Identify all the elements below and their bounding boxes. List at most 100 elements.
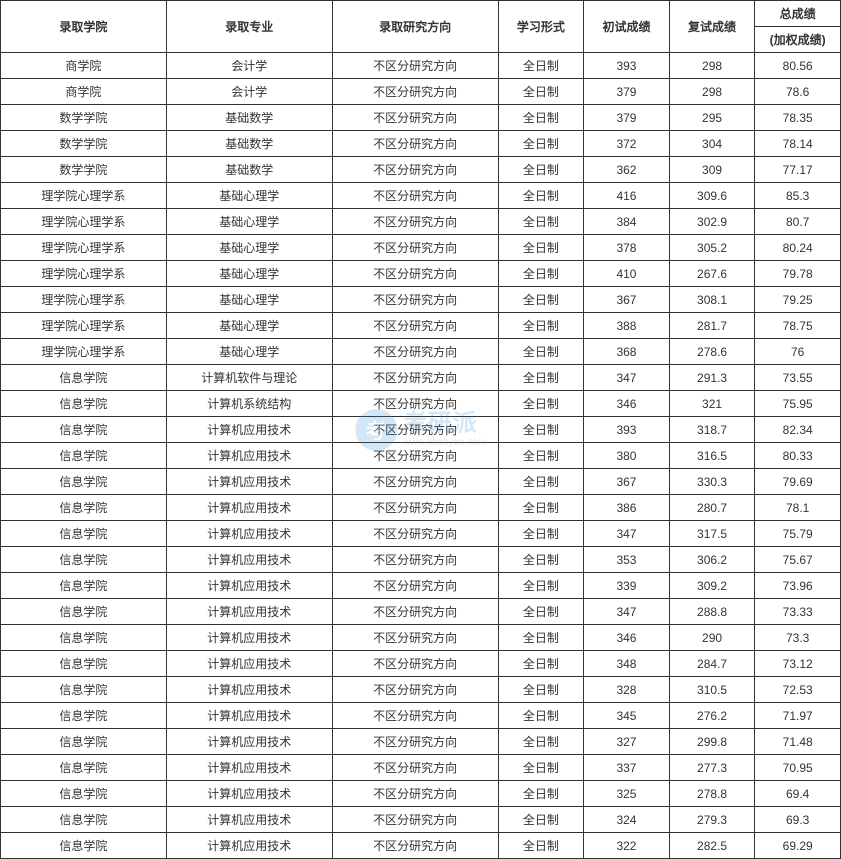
cell-retest: 291.3 bbox=[669, 365, 755, 391]
cell-college: 理学院心理学系 bbox=[1, 209, 167, 235]
cell-total: 69.4 bbox=[755, 781, 841, 807]
cell-prelim: 393 bbox=[584, 53, 670, 79]
cell-total: 72.53 bbox=[755, 677, 841, 703]
cell-total: 75.67 bbox=[755, 547, 841, 573]
cell-college: 数学学院 bbox=[1, 131, 167, 157]
cell-direction: 不区分研究方向 bbox=[332, 547, 498, 573]
header-retest: 复试成绩 bbox=[669, 1, 755, 53]
table-row: 信息学院计算机应用技术不区分研究方向全日制380316.580.33 bbox=[1, 443, 841, 469]
cell-study-type: 全日制 bbox=[498, 313, 584, 339]
cell-total: 73.96 bbox=[755, 573, 841, 599]
table-row: 理学院心理学系基础心理学不区分研究方向全日制410267.679.78 bbox=[1, 261, 841, 287]
cell-prelim: 353 bbox=[584, 547, 670, 573]
cell-college: 信息学院 bbox=[1, 807, 167, 833]
cell-total: 71.97 bbox=[755, 703, 841, 729]
table-row: 信息学院计算机应用技术不区分研究方向全日制345276.271.97 bbox=[1, 703, 841, 729]
cell-college: 理学院心理学系 bbox=[1, 235, 167, 261]
cell-prelim: 345 bbox=[584, 703, 670, 729]
cell-retest: 309.6 bbox=[669, 183, 755, 209]
cell-major: 基础心理学 bbox=[166, 313, 332, 339]
cell-college: 信息学院 bbox=[1, 417, 167, 443]
cell-major: 计算机应用技术 bbox=[166, 807, 332, 833]
table-wrapper: 考 考研派 www.okaoyan.com 录取学院 录取专业 录取研究方向 学… bbox=[0, 0, 841, 859]
cell-direction: 不区分研究方向 bbox=[332, 833, 498, 859]
cell-study-type: 全日制 bbox=[498, 833, 584, 859]
table-row: 信息学院计算机应用技术不区分研究方向全日制327299.871.48 bbox=[1, 729, 841, 755]
cell-study-type: 全日制 bbox=[498, 573, 584, 599]
cell-total: 73.55 bbox=[755, 365, 841, 391]
cell-direction: 不区分研究方向 bbox=[332, 495, 498, 521]
table-row: 信息学院计算机应用技术不区分研究方向全日制367330.379.69 bbox=[1, 469, 841, 495]
cell-prelim: 324 bbox=[584, 807, 670, 833]
cell-major: 计算机应用技术 bbox=[166, 781, 332, 807]
table-row: 理学院心理学系基础心理学不区分研究方向全日制384302.980.7 bbox=[1, 209, 841, 235]
table-row: 理学院心理学系基础心理学不区分研究方向全日制416309.685.3 bbox=[1, 183, 841, 209]
cell-major: 计算机应用技术 bbox=[166, 755, 332, 781]
cell-retest: 281.7 bbox=[669, 313, 755, 339]
cell-study-type: 全日制 bbox=[498, 729, 584, 755]
cell-study-type: 全日制 bbox=[498, 417, 584, 443]
cell-major: 基础心理学 bbox=[166, 209, 332, 235]
table-row: 信息学院计算机软件与理论不区分研究方向全日制347291.373.55 bbox=[1, 365, 841, 391]
cell-direction: 不区分研究方向 bbox=[332, 235, 498, 261]
cell-direction: 不区分研究方向 bbox=[332, 573, 498, 599]
cell-college: 信息学院 bbox=[1, 729, 167, 755]
table-row: 数学学院基础数学不区分研究方向全日制36230977.17 bbox=[1, 157, 841, 183]
cell-total: 78.6 bbox=[755, 79, 841, 105]
header-row-1: 录取学院 录取专业 录取研究方向 学习形式 初试成绩 复试成绩 总成绩 bbox=[1, 1, 841, 27]
cell-major: 基础心理学 bbox=[166, 235, 332, 261]
cell-total: 71.48 bbox=[755, 729, 841, 755]
cell-college: 信息学院 bbox=[1, 391, 167, 417]
cell-study-type: 全日制 bbox=[498, 209, 584, 235]
cell-college: 信息学院 bbox=[1, 599, 167, 625]
cell-retest: 306.2 bbox=[669, 547, 755, 573]
cell-prelim: 378 bbox=[584, 235, 670, 261]
table-row: 信息学院计算机系统结构不区分研究方向全日制34632175.95 bbox=[1, 391, 841, 417]
cell-direction: 不区分研究方向 bbox=[332, 599, 498, 625]
cell-direction: 不区分研究方向 bbox=[332, 677, 498, 703]
cell-major: 基础心理学 bbox=[166, 183, 332, 209]
cell-retest: 304 bbox=[669, 131, 755, 157]
cell-study-type: 全日制 bbox=[498, 807, 584, 833]
cell-direction: 不区分研究方向 bbox=[332, 209, 498, 235]
cell-retest: 295 bbox=[669, 105, 755, 131]
table-row: 商学院会计学不区分研究方向全日制37929878.6 bbox=[1, 79, 841, 105]
cell-major: 计算机应用技术 bbox=[166, 677, 332, 703]
cell-direction: 不区分研究方向 bbox=[332, 781, 498, 807]
cell-major: 基础数学 bbox=[166, 157, 332, 183]
table-row: 信息学院计算机应用技术不区分研究方向全日制339309.273.96 bbox=[1, 573, 841, 599]
cell-study-type: 全日制 bbox=[498, 703, 584, 729]
table-row: 信息学院计算机应用技术不区分研究方向全日制328310.572.53 bbox=[1, 677, 841, 703]
cell-study-type: 全日制 bbox=[498, 287, 584, 313]
cell-study-type: 全日制 bbox=[498, 157, 584, 183]
cell-major: 计算机应用技术 bbox=[166, 521, 332, 547]
cell-study-type: 全日制 bbox=[498, 625, 584, 651]
cell-total: 77.17 bbox=[755, 157, 841, 183]
cell-retest: 267.6 bbox=[669, 261, 755, 287]
cell-prelim: 393 bbox=[584, 417, 670, 443]
cell-college: 信息学院 bbox=[1, 365, 167, 391]
cell-prelim: 325 bbox=[584, 781, 670, 807]
cell-college: 信息学院 bbox=[1, 443, 167, 469]
cell-total: 73.3 bbox=[755, 625, 841, 651]
cell-prelim: 367 bbox=[584, 287, 670, 313]
table-body: 商学院会计学不区分研究方向全日制39329880.56商学院会计学不区分研究方向… bbox=[1, 53, 841, 859]
cell-retest: 298 bbox=[669, 79, 755, 105]
table-row: 理学院心理学系基础心理学不区分研究方向全日制367308.179.25 bbox=[1, 287, 841, 313]
cell-total: 75.95 bbox=[755, 391, 841, 417]
cell-retest: 299.8 bbox=[669, 729, 755, 755]
cell-study-type: 全日制 bbox=[498, 131, 584, 157]
cell-study-type: 全日制 bbox=[498, 365, 584, 391]
table-row: 数学学院基础数学不区分研究方向全日制37929578.35 bbox=[1, 105, 841, 131]
cell-direction: 不区分研究方向 bbox=[332, 105, 498, 131]
header-college: 录取学院 bbox=[1, 1, 167, 53]
table-row: 信息学院计算机应用技术不区分研究方向全日制324279.369.3 bbox=[1, 807, 841, 833]
cell-direction: 不区分研究方向 bbox=[332, 183, 498, 209]
cell-retest: 288.8 bbox=[669, 599, 755, 625]
cell-study-type: 全日制 bbox=[498, 677, 584, 703]
cell-direction: 不区分研究方向 bbox=[332, 703, 498, 729]
cell-direction: 不区分研究方向 bbox=[332, 157, 498, 183]
cell-study-type: 全日制 bbox=[498, 443, 584, 469]
cell-college: 理学院心理学系 bbox=[1, 183, 167, 209]
cell-total: 80.56 bbox=[755, 53, 841, 79]
